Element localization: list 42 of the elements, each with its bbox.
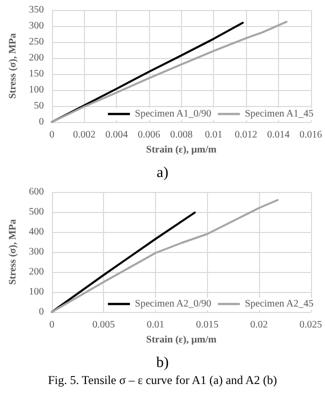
x-tick-label: 0	[49, 130, 54, 140]
y-tick-label: 500	[28, 206, 44, 218]
caption: Fig. 5. Tensile σ – ε curve for A1 (a) and A2 (b)	[46, 372, 278, 388]
x-tick-label: 0.025	[300, 320, 322, 330]
text: b)	[155, 354, 170, 372]
line-series	[50, 20, 288, 123]
y-axis-title: Stress (σ), MPa	[8, 33, 18, 99]
legend-label: Specimen A1_45	[244, 108, 314, 120]
x-tick-label: 0	[49, 320, 54, 330]
x-tick-label: 0.015	[196, 320, 218, 330]
legend-label: Specimen A1_0/90	[134, 108, 212, 120]
x-tick-label: 0.01	[204, 130, 222, 140]
x-tick-label: 0.016	[300, 130, 322, 140]
y-tick-label: 200	[28, 266, 44, 278]
x-tick-label: 0.008	[170, 130, 193, 140]
x-tick-label: 0.006	[138, 130, 160, 140]
y-tick-label: 250	[28, 36, 44, 48]
y-tick-label: 300	[28, 246, 44, 258]
y-tick-label: 300	[28, 20, 44, 32]
x-tick-label: 0.01	[146, 320, 164, 330]
x-tick-label: 0.002	[73, 130, 96, 140]
y-tick-label: 100	[28, 84, 44, 96]
y-tick-label: 0	[38, 306, 44, 318]
y-axis-title: Stress (σ), MPa	[8, 219, 18, 285]
text: a)	[156, 164, 170, 182]
legend-label: Specimen A2_45	[244, 298, 314, 310]
y-tick-label: 150	[28, 68, 44, 80]
y-tick-label: 600	[28, 186, 44, 198]
y-tick-label: 0	[38, 116, 44, 128]
x-tick-label: 0.02	[250, 320, 268, 330]
y-tick-label: 350	[28, 4, 44, 16]
y-tick-label: 200	[28, 52, 44, 64]
legend-label: Specimen A2_0/90	[134, 298, 212, 310]
x-tick-label: 0.014	[267, 130, 290, 140]
y-tick-label: 100	[28, 286, 44, 298]
y-tick-label: 400	[28, 226, 44, 238]
x-tick-label: 0.004	[105, 130, 128, 140]
x-axis-title: Strain (ε), µm/m	[146, 144, 218, 156]
x-tick-label: 0.012	[234, 130, 258, 140]
y-tick-label: 50	[34, 100, 44, 112]
x-tick-label: 0.005	[92, 320, 115, 330]
x-axis-title: Strain (ε), µm/m	[146, 334, 218, 346]
